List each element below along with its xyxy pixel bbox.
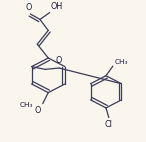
Text: O: O: [26, 3, 32, 12]
Text: O: O: [56, 56, 62, 65]
Text: CH₃: CH₃: [20, 102, 33, 108]
Text: OH: OH: [51, 2, 63, 11]
Text: O: O: [35, 106, 41, 115]
Text: Cl: Cl: [105, 120, 113, 129]
Text: CH₃: CH₃: [114, 59, 128, 65]
